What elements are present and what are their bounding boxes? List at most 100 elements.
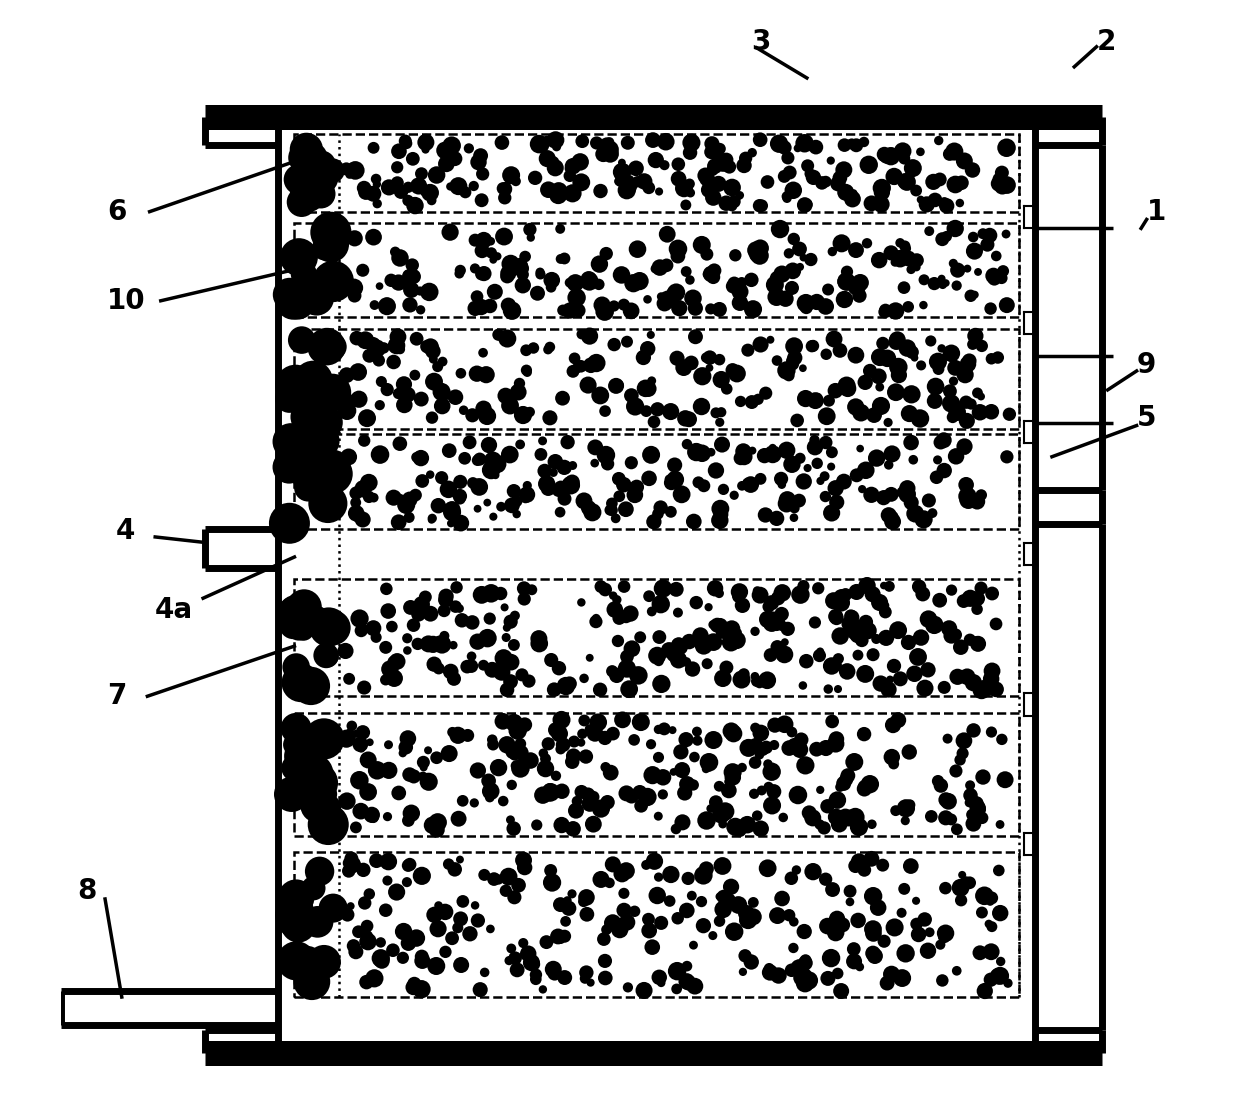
Point xyxy=(790,741,810,759)
Point xyxy=(415,184,435,202)
Point xyxy=(722,197,742,215)
Point xyxy=(552,817,572,834)
Point xyxy=(816,297,836,315)
Point xyxy=(967,384,987,402)
Point xyxy=(399,178,419,196)
Point xyxy=(345,286,364,304)
Point xyxy=(499,296,519,314)
Point xyxy=(879,577,899,595)
Point xyxy=(918,941,937,959)
Point xyxy=(412,869,432,887)
Point xyxy=(393,949,412,967)
Point xyxy=(941,582,961,599)
Point xyxy=(324,618,343,636)
Point xyxy=(741,954,761,971)
Point xyxy=(659,642,679,659)
Point xyxy=(805,614,825,632)
Point xyxy=(427,749,447,766)
Point xyxy=(574,670,594,687)
Point xyxy=(432,383,452,401)
Point xyxy=(897,240,916,257)
Point xyxy=(500,613,520,631)
Point xyxy=(767,509,787,527)
Point xyxy=(504,482,524,500)
Point xyxy=(609,173,629,190)
Point xyxy=(764,736,784,754)
Point xyxy=(393,744,412,762)
Point xyxy=(477,407,496,424)
Point xyxy=(667,962,687,980)
Point xyxy=(876,629,895,647)
Point xyxy=(724,277,743,295)
Point xyxy=(315,240,335,257)
Point xyxy=(473,165,493,183)
Point xyxy=(342,717,362,735)
Point xyxy=(852,480,872,498)
Point xyxy=(911,356,931,374)
Point xyxy=(763,446,783,463)
Point xyxy=(668,240,688,257)
Point xyxy=(299,408,319,426)
Point xyxy=(937,197,957,215)
Point xyxy=(425,655,445,673)
Point xyxy=(664,646,684,664)
Point xyxy=(894,880,914,898)
Point xyxy=(714,900,734,918)
Point xyxy=(821,458,841,476)
Point xyxy=(983,267,1003,285)
Point xyxy=(769,135,789,153)
Point xyxy=(513,407,532,424)
Point xyxy=(378,603,398,620)
Point xyxy=(676,410,695,428)
Point xyxy=(739,739,758,756)
Point xyxy=(353,510,373,528)
Text: 1: 1 xyxy=(1146,197,1166,226)
Point xyxy=(862,815,882,833)
Point xyxy=(614,901,634,919)
Point xyxy=(484,870,504,888)
Point xyxy=(301,973,321,990)
Point xyxy=(936,227,956,245)
Point xyxy=(378,852,398,870)
Point xyxy=(346,819,366,837)
Point xyxy=(667,580,687,598)
Point xyxy=(826,479,846,497)
Point xyxy=(882,749,902,766)
Point xyxy=(683,290,703,307)
Point xyxy=(722,620,742,638)
Point xyxy=(890,234,910,252)
Point xyxy=(422,409,442,427)
Point xyxy=(630,628,650,646)
Point xyxy=(852,632,872,649)
Point xyxy=(548,481,568,499)
Point xyxy=(283,293,303,311)
Point xyxy=(823,881,842,899)
Point xyxy=(663,763,683,781)
Point xyxy=(311,185,331,203)
Point xyxy=(540,785,559,803)
Point xyxy=(357,409,377,427)
Point xyxy=(667,350,687,368)
Point xyxy=(383,941,403,959)
Point xyxy=(634,981,653,999)
Point xyxy=(618,659,637,677)
Point xyxy=(552,817,572,834)
Point xyxy=(846,857,866,874)
Point xyxy=(992,270,1011,287)
Point xyxy=(285,603,305,620)
Point xyxy=(555,250,574,267)
Point xyxy=(389,514,409,531)
Point xyxy=(409,605,429,623)
Point xyxy=(989,861,1009,879)
Point xyxy=(592,578,611,596)
Point xyxy=(997,176,1016,194)
Point xyxy=(441,515,461,532)
Point xyxy=(495,189,515,207)
Point xyxy=(883,716,903,734)
Point xyxy=(818,969,837,987)
Point xyxy=(782,278,802,296)
Point xyxy=(613,163,632,180)
Point xyxy=(411,449,431,467)
Point xyxy=(618,978,637,996)
Point xyxy=(679,633,699,651)
